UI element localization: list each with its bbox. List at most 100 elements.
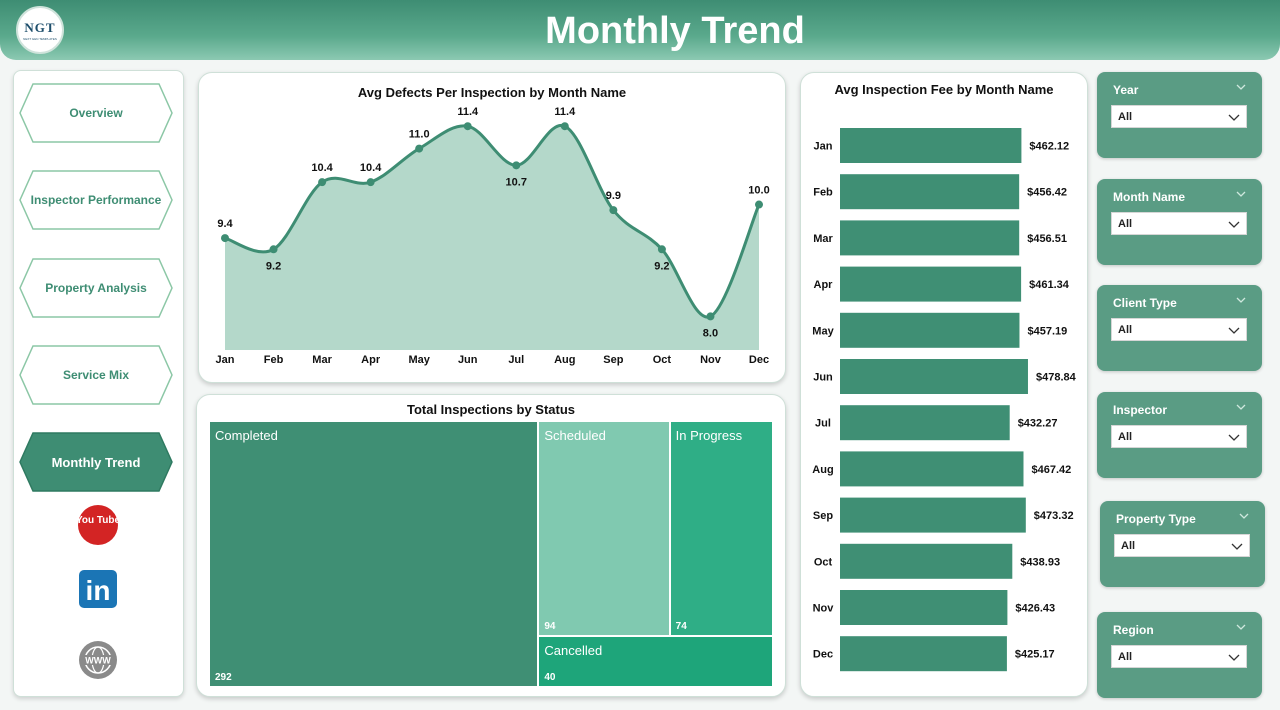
x-axis-tick-label: Oct xyxy=(653,354,672,366)
bar[interactable] xyxy=(840,497,1026,533)
bar-value-label: $478.84 xyxy=(1036,372,1077,384)
treemap-title: Total Inspections by Status xyxy=(406,402,576,417)
logo-text: NGT xyxy=(24,19,56,35)
bar-value-label: $426.43 xyxy=(1015,603,1055,615)
data-point[interactable] xyxy=(415,144,424,153)
bar[interactable] xyxy=(840,543,1013,579)
chevron-down-icon[interactable] xyxy=(1236,82,1246,92)
avg-defects-area-chart: 9.4 Jan 9.2 Feb 10.4 Mar 10.4 Apr 11.0 May 11.4 Jun… xyxy=(216,106,770,366)
data-point[interactable] xyxy=(706,312,715,321)
data-point[interactable] xyxy=(609,206,618,215)
youtube-icon[interactable]: You Tube xyxy=(76,504,120,546)
treemap-tile-value: 94 xyxy=(544,620,556,632)
total-inspections-treemap-card: Total Inspections by Status Completed 292… xyxy=(196,394,786,697)
y-axis-tick-label: Dec xyxy=(813,649,833,661)
avg-defects-chart-card: Avg Defects Per Inspection by Month Name… xyxy=(198,72,786,383)
bar[interactable] xyxy=(840,312,1020,348)
nav-button-overview[interactable]: Overview xyxy=(19,83,173,143)
bar[interactable] xyxy=(840,590,1008,625)
slicer-inspector-value: All xyxy=(1118,431,1133,443)
x-axis-tick-label: May xyxy=(408,354,430,366)
dropdown-chevron-icon xyxy=(1231,543,1243,550)
nav-button-property-analysis[interactable]: Property Analysis xyxy=(19,258,173,318)
bar-value-label: $425.17 xyxy=(1015,649,1055,661)
chevron-down-icon[interactable] xyxy=(1236,295,1246,305)
x-axis-tick-label: Mar xyxy=(312,354,332,366)
youtube-you-text: You Tube xyxy=(77,515,119,526)
slicer-year-value: All xyxy=(1118,111,1133,123)
slicer-year-dropdown[interactable]: All xyxy=(1111,105,1247,128)
data-point[interactable] xyxy=(755,200,763,209)
nav-label-property-analysis: Property Analysis xyxy=(45,281,147,295)
slicer-inspector[interactable]: Inspector All xyxy=(1097,392,1262,478)
slicer-year[interactable]: Year All xyxy=(1097,72,1262,158)
data-label: 9.4 xyxy=(217,218,233,230)
nav-button-inspector-performance[interactable]: Inspector Performance xyxy=(19,170,173,230)
data-point[interactable] xyxy=(512,161,521,170)
area-fill xyxy=(225,125,759,350)
hexagon-shape xyxy=(19,258,173,318)
chevron-down-icon[interactable] xyxy=(1236,189,1246,199)
slicer-region-title: Region xyxy=(1113,623,1154,637)
bar-value-label: $456.42 xyxy=(1027,187,1067,199)
data-point[interactable] xyxy=(221,234,229,243)
bar-value-label: $473.32 xyxy=(1034,510,1074,522)
data-label: 9.2 xyxy=(654,260,669,272)
data-point[interactable] xyxy=(318,178,327,187)
treemap-tile-cancelled[interactable]: Cancelled 40 xyxy=(538,635,773,687)
slicer-region[interactable]: Region All xyxy=(1097,612,1262,698)
bar[interactable] xyxy=(840,220,1020,256)
nav-label-service-mix: Service Mix xyxy=(62,368,130,382)
slicer-client-type[interactable]: Client Type All xyxy=(1097,285,1262,371)
x-axis-tick-label: Nov xyxy=(700,354,722,366)
treemap-tile-label: Completed xyxy=(215,428,278,443)
bar[interactable] xyxy=(840,405,1010,441)
chevron-down-icon[interactable] xyxy=(1236,402,1246,412)
slicer-month-name[interactable]: Month Name All xyxy=(1097,179,1262,265)
data-label: 9.9 xyxy=(606,190,621,202)
slicer-inspector-dropdown[interactable]: All xyxy=(1111,425,1247,448)
treemap-tile-in-progress[interactable]: In Progress 74 xyxy=(669,421,773,636)
nav-button-service-mix[interactable]: Service Mix xyxy=(19,345,173,405)
bar[interactable] xyxy=(840,174,1020,210)
data-point[interactable] xyxy=(463,122,472,131)
treemap-tile-scheduled[interactable]: Scheduled 94 xyxy=(538,421,670,636)
linkedin-icon[interactable]: in xyxy=(77,569,119,611)
navigation-panel: Overview Inspector Performance Property … xyxy=(13,70,184,697)
slicer-client-type-dropdown[interactable]: All xyxy=(1111,318,1247,341)
slicer-client-type-title: Client Type xyxy=(1113,296,1177,310)
slicer-month-name-dropdown[interactable]: All xyxy=(1111,212,1247,235)
bar[interactable] xyxy=(840,636,1007,672)
dropdown-chevron-icon xyxy=(1228,114,1240,121)
data-label: 11.0 xyxy=(409,129,430,141)
bar[interactable] xyxy=(840,266,1022,302)
bar-value-label: $457.19 xyxy=(1027,325,1067,337)
slicer-property-type-value: All xyxy=(1121,540,1136,552)
y-axis-tick-label: Aug xyxy=(812,464,833,476)
data-point[interactable] xyxy=(269,245,278,254)
nav-label-inspector-performance: Inspector Performance xyxy=(30,193,162,207)
slicer-property-type[interactable]: Property Type All xyxy=(1100,501,1265,587)
slicer-year-title: Year xyxy=(1113,83,1139,97)
data-label: 11.4 xyxy=(457,106,479,118)
y-axis-tick-label: Jun xyxy=(813,372,833,384)
data-point[interactable] xyxy=(657,245,666,254)
bar[interactable] xyxy=(840,451,1024,487)
nav-button-monthly-trend[interactable]: Monthly Trend xyxy=(19,432,173,492)
bar[interactable] xyxy=(840,128,1022,163)
slicer-month-name-title: Month Name xyxy=(1113,190,1185,204)
chevron-down-icon[interactable] xyxy=(1236,622,1246,632)
bar-value-label: $467.42 xyxy=(1031,464,1071,476)
bar[interactable] xyxy=(840,359,1028,394)
slicer-property-type-dropdown[interactable]: All xyxy=(1114,534,1250,557)
slicer-region-dropdown[interactable]: All xyxy=(1111,645,1247,668)
data-label: 10.0 xyxy=(748,185,769,197)
data-point[interactable] xyxy=(366,178,375,187)
treemap-tile-completed[interactable]: Completed 292 xyxy=(209,421,539,687)
dropdown-chevron-icon xyxy=(1228,654,1240,661)
hexagon-shape xyxy=(19,83,173,143)
globe-www-icon[interactable]: WWW xyxy=(77,639,119,681)
chevron-down-icon[interactable] xyxy=(1239,511,1249,521)
data-point[interactable] xyxy=(560,122,569,131)
treemap-tile-value: 40 xyxy=(544,671,556,683)
